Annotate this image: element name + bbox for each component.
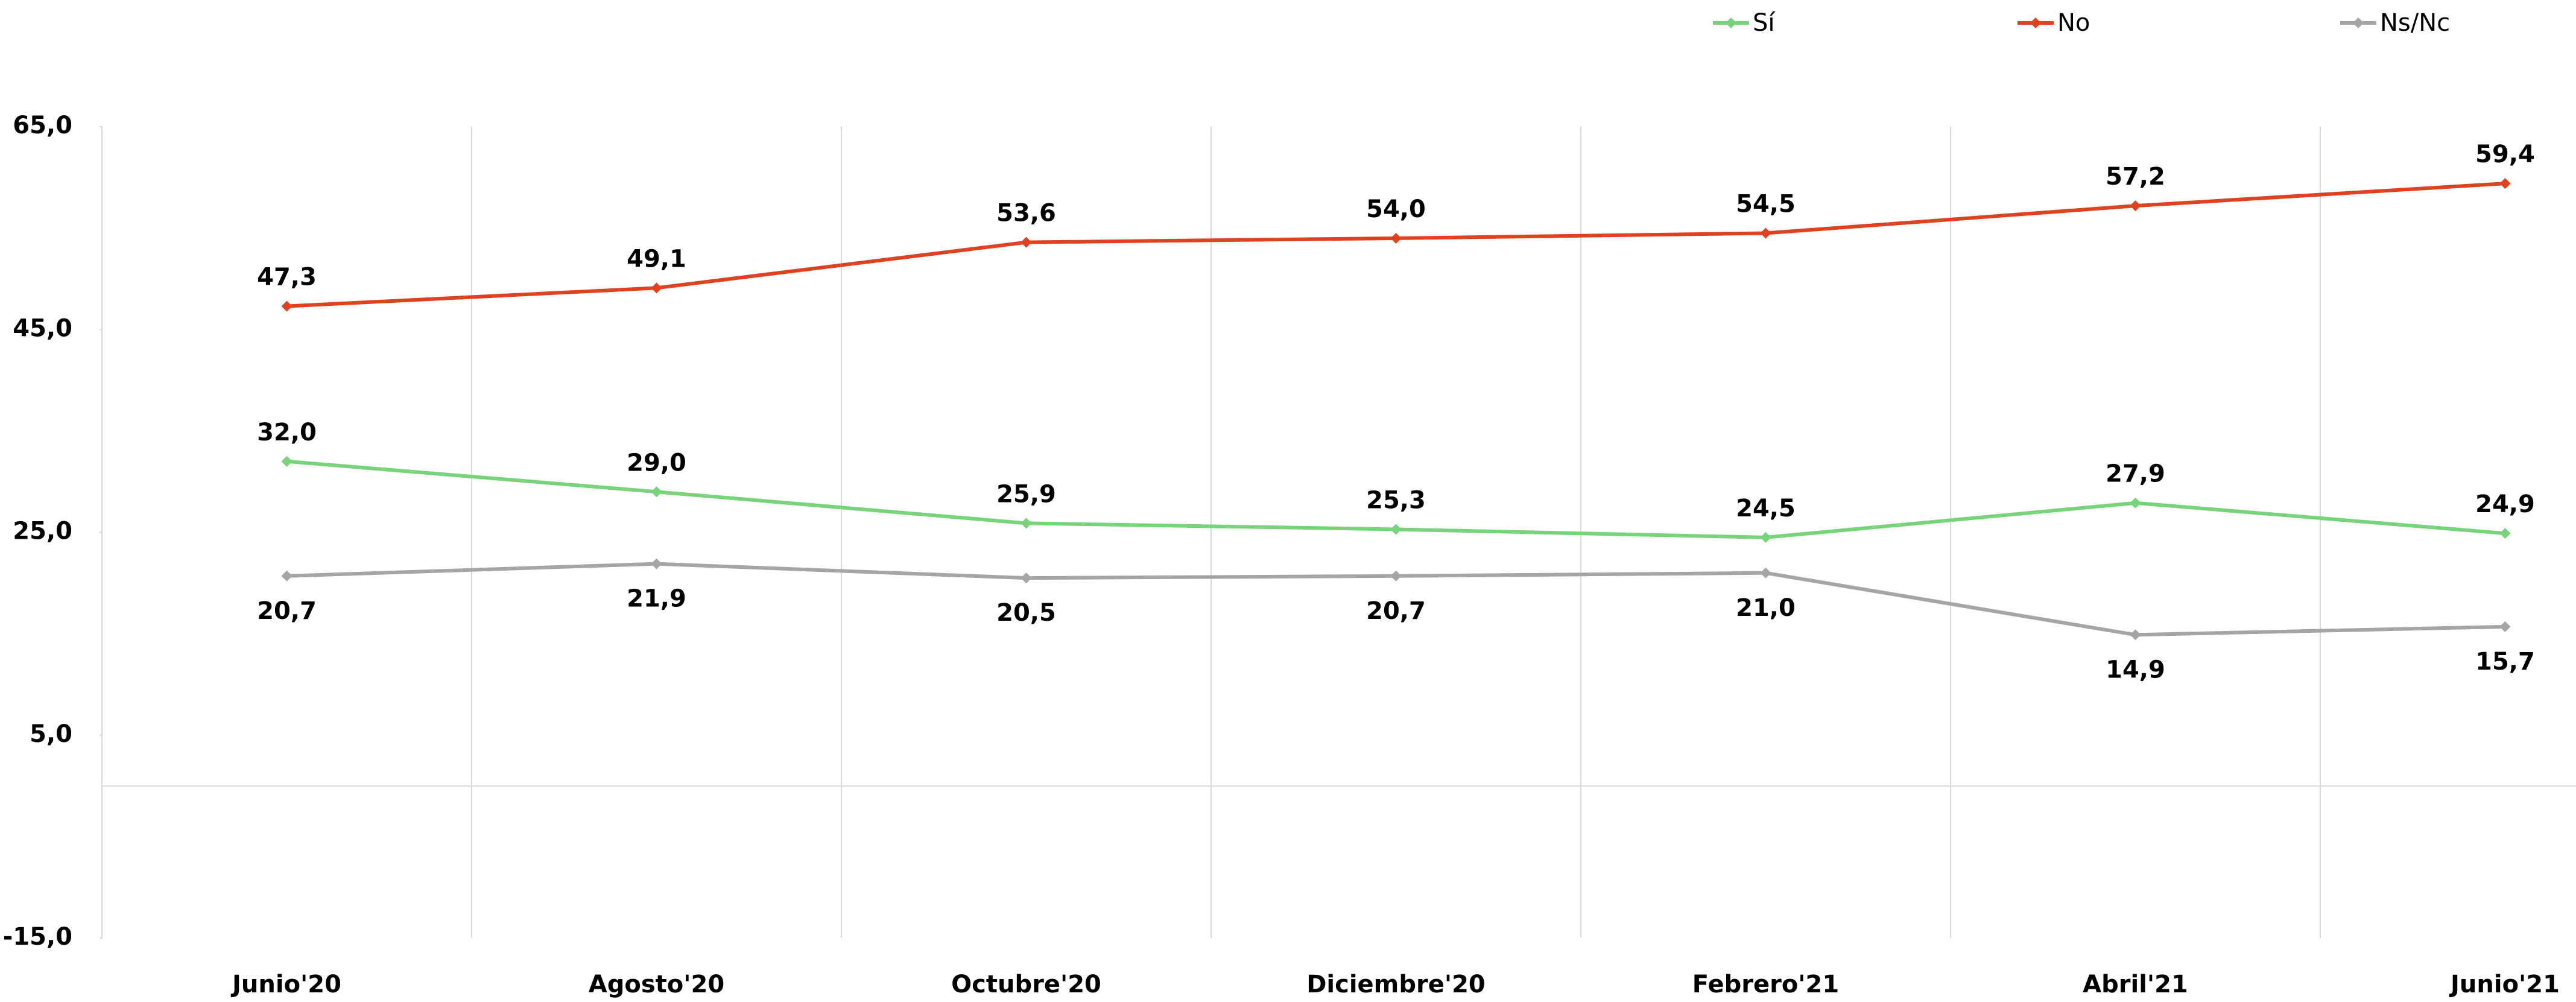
data-label: 15,7 — [2475, 648, 2535, 676]
point — [2130, 629, 2141, 641]
data-label: 25,9 — [996, 480, 1056, 508]
legend-label: No — [2057, 9, 2090, 37]
x-tick-label: Junio'20 — [230, 971, 341, 998]
point — [1021, 518, 1032, 529]
point — [281, 570, 293, 582]
data-label: 57,2 — [2106, 163, 2165, 191]
y-tick-label: 45,0 — [13, 314, 72, 342]
y-tick-label: 65,0 — [13, 112, 72, 139]
data-label: 24,9 — [2475, 490, 2535, 518]
data-label: 27,9 — [2106, 460, 2165, 488]
point — [1390, 570, 1402, 582]
point — [2130, 497, 2141, 509]
data-label: 20,7 — [1366, 597, 1426, 625]
data-label: 20,5 — [996, 599, 1056, 627]
point — [1390, 232, 1402, 244]
data-label: 54,5 — [1736, 191, 1796, 218]
data-label: 24,5 — [1736, 495, 1796, 522]
point — [281, 300, 293, 312]
point — [1760, 567, 1771, 579]
data-label: 29,0 — [627, 449, 686, 477]
x-tick-label: Abril'21 — [2083, 971, 2188, 998]
point — [1390, 524, 1402, 535]
data-label: 21,9 — [627, 585, 686, 613]
legend-marker — [2030, 17, 2041, 28]
data-label: 54,0 — [1366, 195, 1426, 223]
x-tick-label: Diciembre'20 — [1306, 971, 1486, 998]
point — [2130, 200, 2141, 212]
data-label: 59,4 — [2475, 141, 2535, 168]
y-tick-label: -15,0 — [3, 923, 72, 951]
y-tick-label: 5,0 — [30, 720, 72, 748]
point — [1021, 236, 1032, 248]
x-tick-label: Junio'21 — [2449, 971, 2560, 998]
point — [651, 282, 662, 294]
data-label: 47,3 — [257, 264, 317, 291]
data-label: 21,0 — [1736, 594, 1796, 622]
legend-label: Sí — [1753, 9, 1776, 37]
x-tick-label: Octubre'20 — [951, 971, 1101, 998]
point — [2499, 178, 2511, 189]
data-label: 25,3 — [1366, 486, 1426, 514]
data-label: 53,6 — [996, 200, 1056, 227]
legend-marker — [1726, 17, 1736, 28]
point — [281, 455, 293, 467]
data-label: 49,1 — [627, 245, 686, 273]
point — [651, 486, 662, 498]
data-label: 32,0 — [257, 419, 317, 446]
point — [1760, 227, 1771, 239]
point — [2499, 528, 2511, 539]
point — [1021, 572, 1032, 584]
point — [651, 558, 662, 569]
x-tick-label: Agosto'20 — [589, 971, 724, 998]
legend-label: Ns/Nc — [2380, 9, 2450, 37]
legend-marker — [2353, 17, 2364, 28]
data-label: 14,9 — [2106, 656, 2165, 683]
data-label: 20,7 — [257, 597, 317, 625]
x-tick-label: Febrero'21 — [1692, 971, 1839, 998]
point — [2499, 621, 2511, 632]
y-tick-label: 25,0 — [13, 518, 72, 545]
point — [1760, 531, 1771, 543]
